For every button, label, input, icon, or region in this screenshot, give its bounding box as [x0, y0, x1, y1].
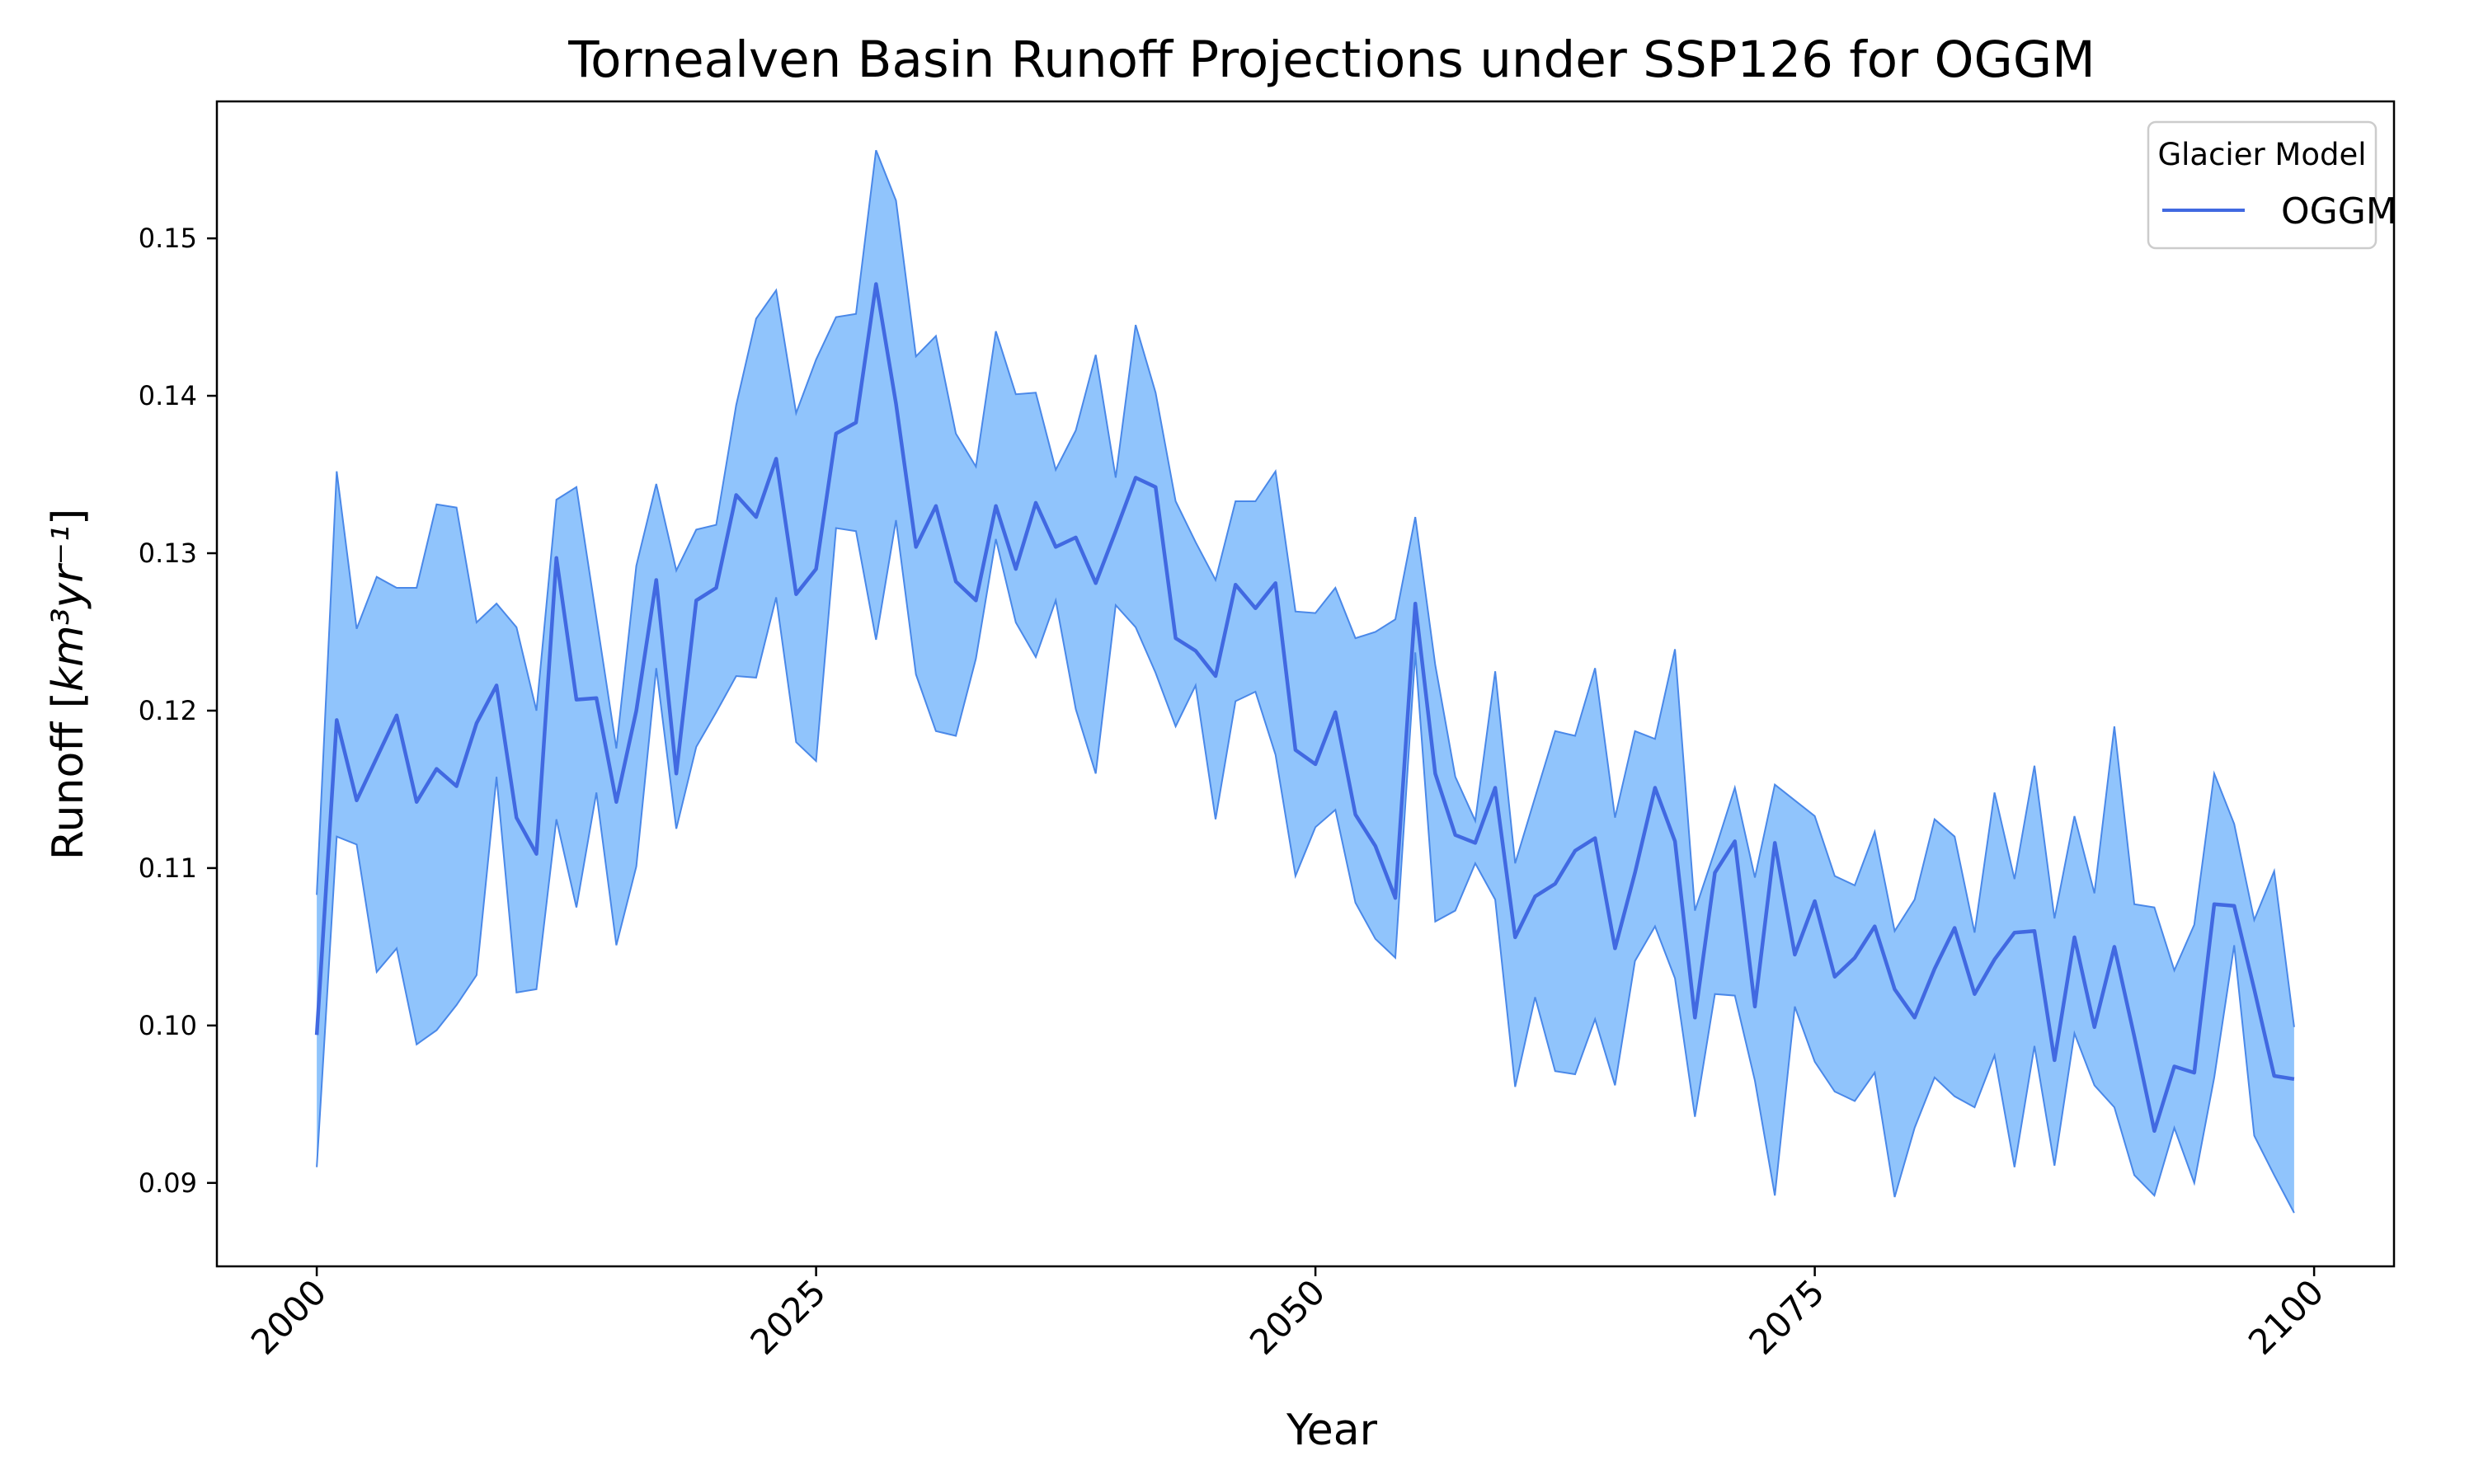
series-line-oggm	[314, 282, 2295, 1134]
y-axis-label-prefix: Runoff [	[44, 692, 93, 860]
y-axis: 0.09 0.10 0.11 0.12 0.13 0.14 0.15	[139, 223, 217, 1199]
y-axis-label: Runoff [km³yr⁻¹]	[44, 509, 93, 861]
y-axis-label-units: km³yr⁻¹	[44, 525, 93, 692]
y-tick-label: 0.14	[139, 380, 197, 411]
y-tick-label: 0.15	[139, 223, 197, 254]
chart-title: Tornealven Basin Runoff Projections unde…	[567, 31, 2095, 89]
y-tick-label: 0.09	[139, 1167, 197, 1199]
y-tick-label: 0.11	[139, 852, 197, 884]
legend: Glacier Model OGGM	[2147, 120, 2397, 250]
uncertainty-band-oggm	[317, 150, 2294, 1214]
legend-label-oggm: OGGM	[2281, 190, 2397, 232]
y-tick-label: 0.13	[139, 538, 197, 569]
x-axis-label: Year	[1286, 1406, 1378, 1455]
band-lower-edge	[316, 519, 2295, 1214]
legend-title: Glacier Model	[2157, 137, 2366, 172]
band-upper-edge	[316, 149, 2295, 1027]
y-tick-label: 0.10	[139, 1010, 197, 1041]
plot-frame	[215, 100, 2396, 1268]
y-axis-label-suffix: ]	[44, 509, 93, 525]
y-tick-label: 0.12	[139, 695, 197, 726]
legend-box	[2147, 120, 2378, 250]
plot-area	[314, 149, 2295, 1214]
